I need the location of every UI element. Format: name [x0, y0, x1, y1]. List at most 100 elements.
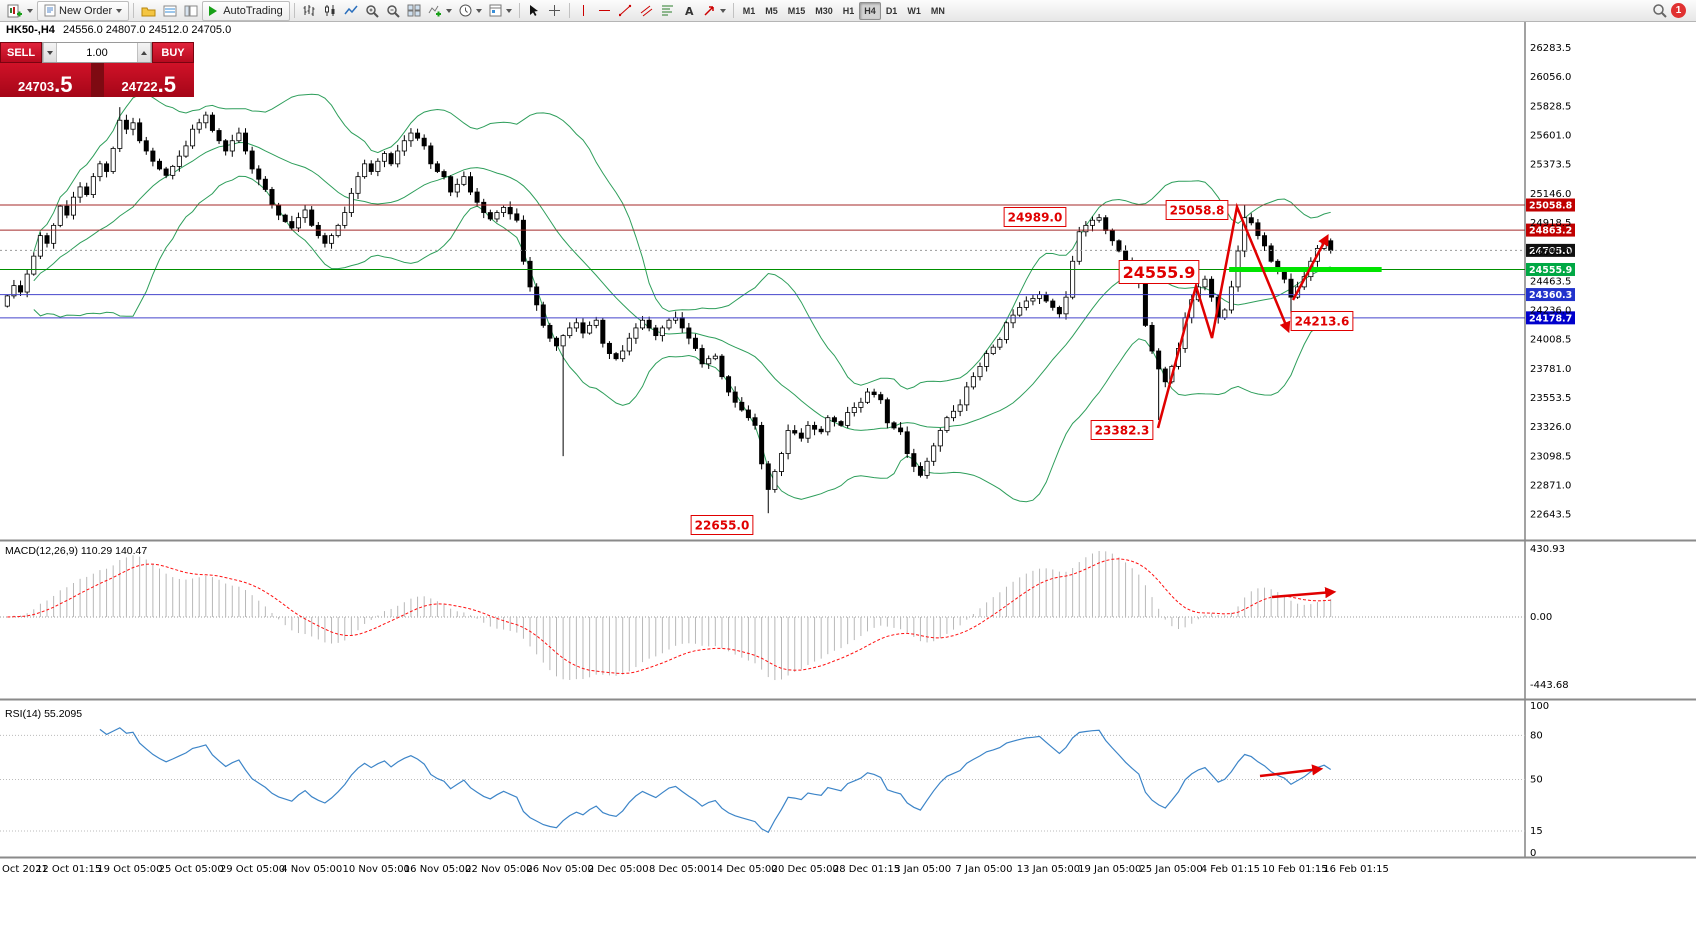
- profiles-button[interactable]: [138, 1, 159, 21]
- sell-button[interactable]: SELL: [0, 42, 42, 63]
- vertical-line-tool-button[interactable]: [574, 1, 594, 21]
- price-annotation-box: [1118, 260, 1200, 284]
- volume-input[interactable]: [57, 43, 137, 62]
- svg-text:13 Jan 05:00: 13 Jan 05:00: [1017, 864, 1080, 875]
- timeframe-h1-button[interactable]: H1: [838, 2, 860, 20]
- svg-text:4 Feb 01:15: 4 Feb 01:15: [1201, 864, 1260, 875]
- macd-histogram: [13, 551, 1332, 681]
- bollinger-upper-band: [33, 93, 1331, 390]
- autotrading-button[interactable]: AutoTrading: [202, 0, 290, 21]
- timeframe-mn-button[interactable]: MN: [926, 2, 950, 20]
- buy-button[interactable]: BUY: [152, 42, 194, 63]
- macd-label: MACD(12,26,9) 110.29 140.47: [5, 545, 148, 557]
- clock-icon: [459, 4, 472, 17]
- line-chart-button[interactable]: [341, 1, 361, 21]
- crosshair-button[interactable]: [545, 1, 565, 21]
- sell-price-display[interactable]: 24703.5: [0, 63, 91, 97]
- svg-text:22643.5: 22643.5: [1530, 510, 1571, 521]
- svg-text:24863.2: 24863.2: [1529, 226, 1572, 237]
- svg-text:19 Oct 05:00: 19 Oct 05:00: [97, 864, 162, 875]
- timeframe-m1-button[interactable]: M1: [738, 2, 761, 20]
- svg-text:100: 100: [1530, 701, 1549, 712]
- toolbar-separator: [568, 3, 570, 18]
- periods-button[interactable]: [456, 1, 485, 21]
- timeframe-h4-button[interactable]: H4: [859, 1, 881, 20]
- candlestick-chart-button[interactable]: [320, 1, 340, 21]
- svg-text:25058.8: 25058.8: [1170, 203, 1225, 217]
- svg-text:0: 0: [1530, 848, 1536, 859]
- arrows-tool-button[interactable]: [700, 1, 729, 21]
- svg-text:24691.0: 24691.0: [1530, 247, 1571, 258]
- svg-text:16 Feb 01:15: 16 Feb 01:15: [1323, 864, 1389, 875]
- volume-decrease-button[interactable]: [43, 43, 57, 62]
- tile-windows-button[interactable]: [404, 1, 424, 21]
- templates-button[interactable]: [486, 1, 515, 21]
- channel-tool-button[interactable]: [637, 1, 657, 21]
- navigator-button[interactable]: [181, 1, 201, 21]
- svg-text:10 Nov 05:00: 10 Nov 05:00: [343, 864, 410, 875]
- buy-price-display[interactable]: 24722.5: [103, 63, 194, 97]
- zoom-out-button[interactable]: [383, 1, 403, 21]
- svg-text:24989.0: 24989.0: [1008, 210, 1063, 224]
- svg-text:4 Nov 05:00: 4 Nov 05:00: [281, 864, 342, 875]
- sell-price-base: 24703: [17, 79, 55, 94]
- text-icon: A: [685, 5, 694, 17]
- volume-control: [42, 42, 152, 63]
- search-button[interactable]: [1649, 1, 1670, 21]
- svg-text:24178.7: 24178.7: [1529, 313, 1572, 324]
- rsi-line: [99, 727, 1332, 834]
- new-chart-icon: [7, 4, 22, 17]
- zoom-in-button[interactable]: [362, 1, 382, 21]
- svg-text:29 Oct 05:00: 29 Oct 05:00: [220, 864, 285, 875]
- price-tag: [1526, 243, 1575, 257]
- price-annotation-box: [1165, 200, 1229, 220]
- chevron-down-icon: [505, 8, 512, 13]
- timeframe-w1-button[interactable]: W1: [902, 2, 926, 20]
- rsi-label: RSI(14) 55.2095: [5, 708, 83, 720]
- svg-text:12 Oct 01:15: 12 Oct 01:15: [36, 864, 101, 875]
- svg-text:20 Dec 05:00: 20 Dec 05:00: [772, 864, 839, 875]
- indicators-button[interactable]: [425, 1, 455, 21]
- svg-text:24705.0: 24705.0: [1529, 246, 1573, 257]
- svg-text:26056.0: 26056.0: [1530, 72, 1571, 83]
- timeframe-buttons: M1 M5 M15 M30 H1 H4 D1 W1 MN: [738, 1, 950, 20]
- svg-text:24463.5: 24463.5: [1530, 276, 1571, 287]
- timeframe-d1-button[interactable]: D1: [881, 2, 903, 20]
- svg-text:25 Oct 05:00: 25 Oct 05:00: [159, 864, 224, 875]
- notification-badge[interactable]: 1: [1671, 3, 1686, 18]
- price-annotation-box: [690, 515, 754, 535]
- buy-price-fraction: .5: [157, 72, 176, 97]
- fibonacci-tool-button[interactable]: [658, 1, 678, 21]
- horizontal-line-icon: [599, 10, 611, 11]
- chart-canvas[interactable]: 25058.8 24863.2 24705.0 24555.9 24360.3 24178…: [0, 22, 1696, 946]
- svg-text:23326.0: 23326.0: [1530, 422, 1571, 433]
- timeframe-m5-button[interactable]: M5: [760, 2, 783, 20]
- svg-text:26283.5: 26283.5: [1530, 43, 1571, 54]
- text-tool-button[interactable]: A: [679, 1, 699, 21]
- line-chart-icon: [344, 5, 358, 15]
- svg-text:26 Nov 05:00: 26 Nov 05:00: [526, 864, 593, 875]
- svg-text:25 Jan 05:00: 25 Jan 05:00: [1139, 864, 1202, 875]
- chevron-down-icon: [116, 8, 123, 13]
- candlestick-icon: [324, 5, 335, 16]
- timeframe-m30-button[interactable]: M30: [810, 2, 838, 20]
- cursor-button[interactable]: [524, 1, 544, 21]
- svg-text:10 Feb 01:15: 10 Feb 01:15: [1262, 864, 1328, 875]
- svg-text:25601.0: 25601.0: [1530, 130, 1571, 141]
- trendline-tool-button[interactable]: [616, 1, 636, 21]
- bar-chart-button[interactable]: [299, 1, 319, 21]
- svg-text:22655.0: 22655.0: [695, 518, 750, 532]
- chart-window[interactable]: 25058.8 24863.2 24705.0 24555.9 24360.3 24178…: [0, 22, 1696, 946]
- market-watch-button[interactable]: [160, 1, 180, 21]
- svg-text:23553.5: 23553.5: [1530, 393, 1571, 404]
- market-watch-icon: [163, 5, 177, 16]
- new-order-button[interactable]: New Order: [37, 0, 130, 21]
- main-toolbar: New Order AutoTrading: [0, 0, 1696, 22]
- horizontal-line-tool-button[interactable]: [595, 1, 615, 21]
- svg-text:24555.9: 24555.9: [1123, 263, 1196, 282]
- volume-increase-button[interactable]: [137, 43, 151, 62]
- new-order-icon: [44, 4, 56, 17]
- new-chart-button[interactable]: [4, 1, 36, 21]
- bar-chart-icon: [303, 5, 315, 16]
- timeframe-m15-button[interactable]: M15: [783, 2, 811, 20]
